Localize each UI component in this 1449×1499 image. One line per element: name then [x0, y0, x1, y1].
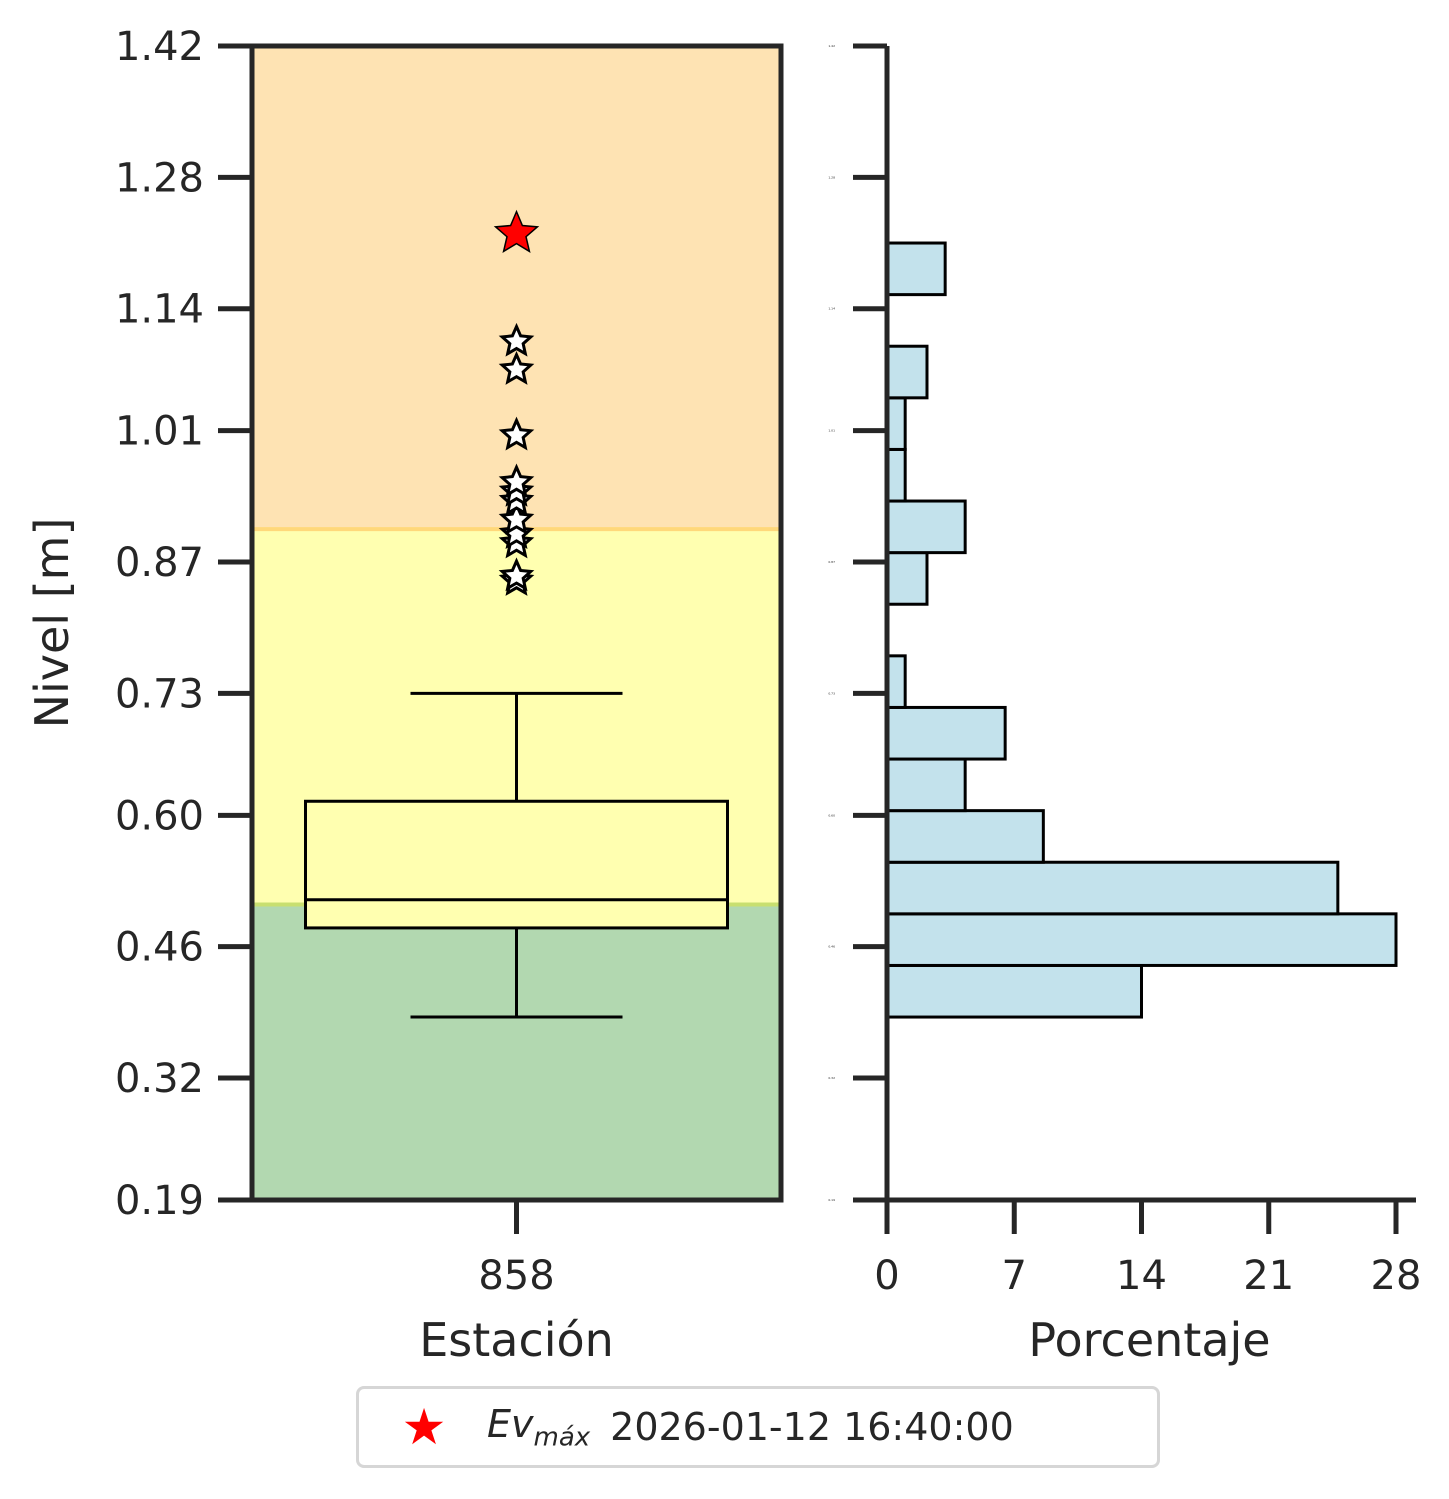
histogram-y-tick-label: 0.87 [828, 560, 835, 564]
histogram-bar [885, 809, 1045, 864]
interquartile-box [304, 799, 729, 930]
histogram-bar [885, 344, 929, 400]
outlier-star-marker [498, 557, 535, 592]
histogram-x-tick-label: 0 [874, 1253, 899, 1299]
histogram-bar [885, 705, 1007, 761]
histogram-bar [885, 963, 1144, 1019]
histogram-x-axis-title: Porcentaje [1028, 1313, 1270, 1367]
y-tick-label: 0.19 [115, 1178, 204, 1224]
outlier-star-marker [498, 416, 535, 451]
histogram-bar [885, 757, 967, 813]
histogram-y-tick-label: 0.73 [828, 691, 835, 695]
histogram-bar [885, 447, 907, 503]
boxplot-panel: 0.19 0.32 0.46 0.60 0.73 0.87 1.01 1.14 1.28 1.42… [25, 24, 784, 1367]
histogram-x-tick-label: 21 [1243, 1253, 1294, 1299]
y-tick-label: 0.87 [115, 540, 204, 586]
x-tick-label: 858 [478, 1253, 554, 1299]
y-tick-label: 1.01 [115, 409, 204, 455]
histogram-panel: 0.19 0.32 0.46 0.60 0.73 0.87 1.01 1.14 1.28 1.42… [828, 43, 1422, 1367]
histogram-x-tick-label: 28 [1371, 1253, 1422, 1299]
histogram-y-tick-label: 0.32 [828, 1076, 835, 1080]
histogram-bar [885, 912, 1398, 967]
histogram-y-tick-label: 1.01 [828, 429, 835, 433]
y-tick-label: 0.32 [115, 1056, 204, 1102]
histogram-x-tick-label: 14 [1116, 1253, 1167, 1299]
outlier-star-marker [498, 350, 535, 385]
histogram-bar [885, 551, 929, 606]
histogram-bar [885, 499, 967, 555]
histogram-y-tick-label: 1.28 [828, 175, 835, 179]
histogram-y-tick-label: 0.19 [828, 1198, 835, 1202]
histogram-bar [885, 396, 907, 451]
threshold-band [252, 46, 781, 530]
histogram-bar [885, 241, 947, 297]
x-axis-title: Estación [419, 1313, 614, 1367]
y-tick-label: 1.42 [115, 24, 204, 70]
max-event-star-marker [493, 209, 540, 253]
y-tick-label: 1.28 [115, 155, 204, 201]
histogram-y-tick-label: 1.14 [828, 307, 835, 311]
histogram-bar [885, 654, 907, 709]
legend: ★ Evmáx 2026-01-12 16:40:00 [356, 1386, 1160, 1468]
histogram-y-tick-label: 0.60 [828, 813, 835, 817]
max-event-star-icon: ★ [401, 1398, 447, 1456]
y-tick-label: 0.73 [115, 671, 204, 717]
histogram-y-tick-label: 0.46 [828, 945, 835, 949]
histogram-y-tick-label: 1.42 [828, 44, 835, 48]
legend-event-date: 2026-01-12 16:40:00 [610, 1405, 1014, 1449]
outlier-star-marker [498, 463, 535, 498]
histogram-x-tick-label: 7 [1002, 1253, 1027, 1299]
legend-event-label: Evmáx [487, 1401, 591, 1453]
y-tick-label: 0.60 [115, 793, 204, 839]
outlier-star-marker [498, 322, 535, 357]
y-tick-label: 1.14 [115, 287, 204, 333]
histogram-bar [885, 860, 1340, 916]
y-tick-label: 0.46 [115, 925, 204, 971]
outlier-star-marker [498, 515, 535, 550]
y-axis-title: Nivel [m] [25, 518, 79, 729]
outlier-star-marker [498, 501, 535, 535]
